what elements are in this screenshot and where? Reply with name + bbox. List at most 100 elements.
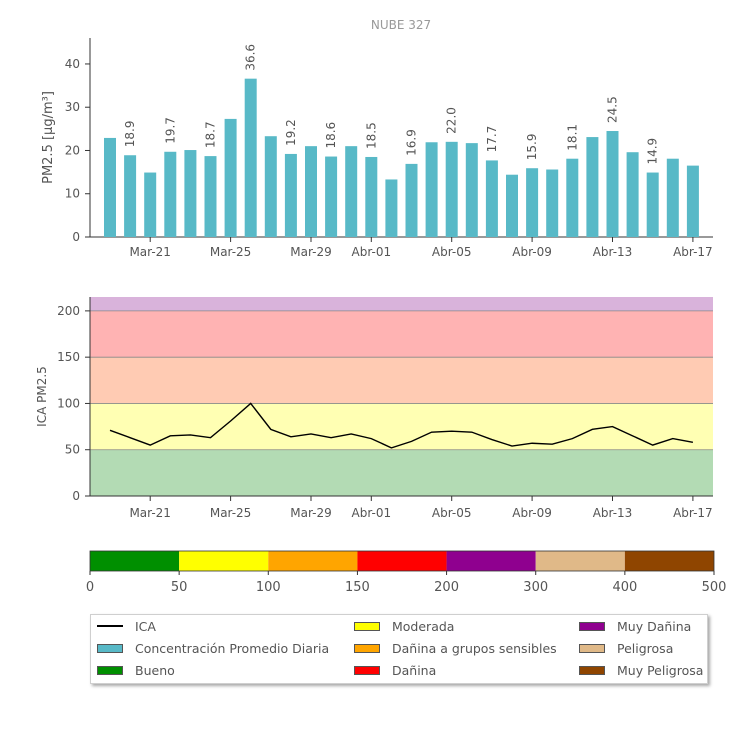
bar [264, 136, 277, 237]
data-label: 18.6 [324, 122, 338, 149]
bar [526, 168, 539, 237]
legend-item: ICA [97, 618, 156, 634]
bar [224, 118, 237, 237]
colorbar-segment [446, 551, 536, 571]
legend: ICA Concentración Promedio Diaria Bueno Mod… [90, 614, 708, 684]
aqi-band [90, 297, 713, 311]
bar [144, 172, 157, 237]
y-tick-label: 10 [65, 187, 80, 201]
legend-line-swatch [97, 625, 123, 627]
x-tick-label: Abr-13 [593, 245, 633, 259]
legend-item: Peligrosa [579, 640, 673, 656]
bar [586, 137, 599, 237]
bar [385, 179, 398, 237]
colorbar-frame [89, 550, 715, 572]
colorbar-tick-label: 150 [345, 580, 370, 595]
bar [425, 142, 438, 237]
legend-color-swatch [354, 643, 380, 653]
legend-label: Muy Dañina [617, 618, 692, 634]
aqi-band [90, 403, 713, 450]
ica-colorbar: 0 50 100 150 200 300 400 500 [86, 550, 727, 595]
y-tick-label: 150 [57, 350, 80, 364]
bar [666, 158, 679, 237]
legend-item: Moderada [354, 618, 454, 634]
y-tick-label: 40 [65, 57, 80, 71]
bar [305, 146, 317, 237]
x-tick-label: Abr-17 [673, 506, 713, 520]
y-axis-label: ICA PM2.5 [35, 366, 49, 427]
aqi-band [90, 310, 713, 358]
legend-label: Concentración Promedio Diaria [135, 640, 330, 656]
bar [606, 131, 619, 237]
y-tick-label: 200 [57, 304, 80, 318]
bar [566, 158, 579, 237]
bar [546, 169, 559, 237]
data-label: 18.7 [204, 121, 218, 148]
bar [465, 143, 478, 237]
y-axis-label: PM2.5 [μg/m³] [41, 91, 56, 184]
legend-item: Muy Peligrosa [579, 662, 703, 678]
legend-color-swatch [579, 643, 605, 653]
bar [164, 151, 177, 237]
x-tick-label: Abr-05 [432, 506, 472, 520]
data-label: 15.9 [525, 133, 539, 160]
data-label: 18.5 [364, 122, 378, 149]
y-tick-label: 50 [65, 443, 80, 457]
bar [184, 150, 197, 237]
data-label: 19.2 [284, 119, 298, 146]
legend-color-swatch [97, 643, 123, 653]
bar [345, 146, 358, 237]
colorbar-tick-label: 500 [702, 580, 727, 595]
y-tick-label: 20 [65, 143, 80, 157]
legend-label: Muy Peligrosa [617, 662, 704, 678]
data-label: 14.9 [646, 138, 660, 165]
colorbar-segment [90, 551, 180, 571]
x-tick-label: Abr-09 [512, 245, 552, 259]
x-tick-label: Abr-13 [593, 506, 633, 520]
x-tick-label: Abr-17 [673, 245, 713, 259]
legend-label: ICA [135, 618, 156, 634]
x-tick-label: Mar-29 [290, 506, 331, 520]
bar [506, 174, 518, 237]
legend-color-swatch [354, 621, 380, 631]
bar [365, 156, 378, 237]
x-tick-label: Mar-25 [210, 506, 251, 520]
x-tick-label: Mar-21 [129, 506, 170, 520]
legend-item: Concentración Promedio Diaria [97, 640, 329, 656]
colorbar-tick-label: 300 [523, 580, 548, 595]
bar [104, 137, 116, 237]
legend-item: Muy Dañina [579, 618, 691, 634]
colorbar-tick-label: 100 [256, 580, 281, 595]
bar [124, 155, 137, 237]
x-tick-label: Abr-01 [352, 506, 392, 520]
legend-item: Dañina a grupos sensibles [354, 640, 557, 656]
data-label: 19.7 [163, 117, 177, 144]
bar [405, 163, 418, 237]
x-tick-label: Abr-05 [432, 245, 472, 259]
aqi-band [90, 357, 713, 404]
data-label: 18.1 [565, 124, 579, 151]
data-label: 24.5 [606, 96, 620, 123]
colorbar-tick-label: 400 [612, 580, 637, 595]
legend-color-swatch [97, 665, 123, 675]
bar [284, 153, 297, 237]
data-label: 36.6 [244, 44, 258, 71]
chart-title: NUBE 327 [371, 18, 431, 32]
legend-color-swatch [579, 665, 605, 675]
data-label: 17.7 [485, 126, 499, 153]
bar [686, 165, 699, 237]
colorbar-tick-label: 200 [434, 580, 459, 595]
legend-color-swatch [579, 621, 605, 631]
data-label: 22.0 [445, 107, 459, 134]
legend-color-swatch [354, 665, 380, 675]
x-tick-label: Mar-29 [290, 245, 331, 259]
bar [445, 141, 458, 237]
bar [244, 78, 257, 237]
bar [325, 156, 338, 237]
ica-series-line [109, 402, 694, 449]
colorbar-segment [357, 551, 447, 571]
x-tick-label: Abr-09 [512, 506, 552, 520]
bar [626, 152, 639, 237]
